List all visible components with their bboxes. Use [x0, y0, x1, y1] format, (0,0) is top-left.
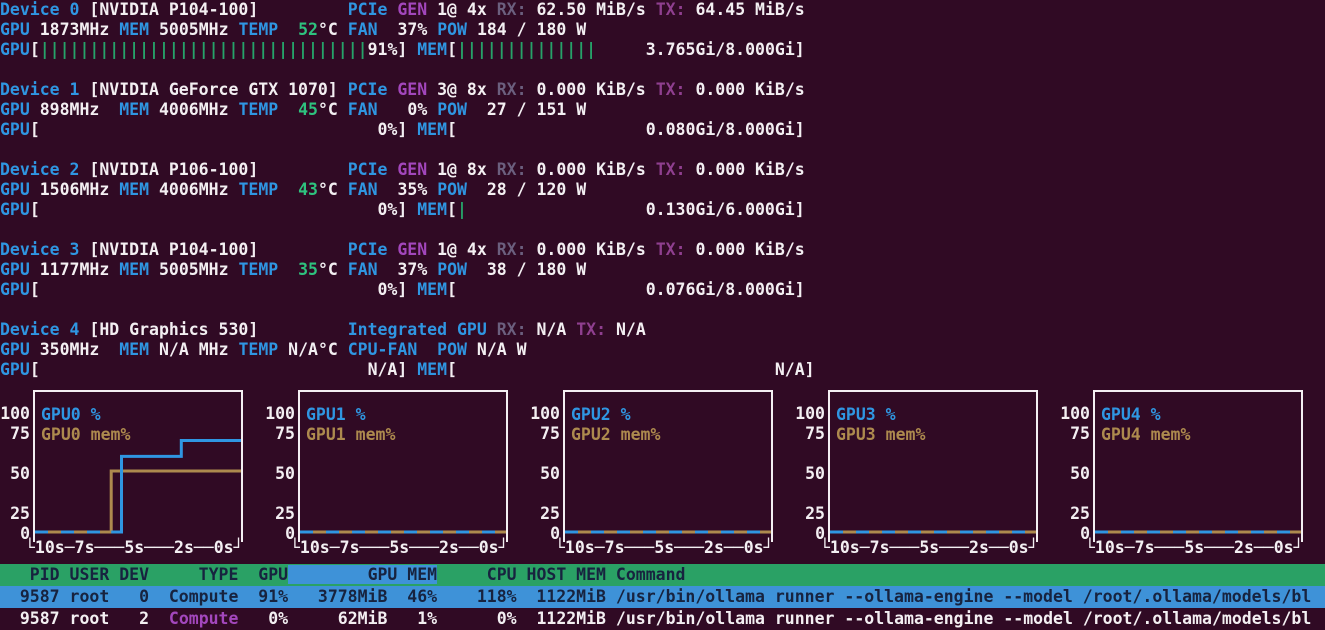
device-4-title-line: Device 4 [HD Graphics 530] Integrated GP… [0, 320, 646, 339]
y-tick-label: 25 [1070, 504, 1090, 523]
y-tick-label: 50 [1070, 464, 1090, 483]
y-tick-label: 100 [1060, 404, 1090, 423]
chart-frame [298, 390, 508, 542]
y-tick-label: 75 [805, 424, 825, 443]
header-left-columns: PID USER DEV TYPE GPU [0, 565, 289, 584]
chart-gpu1: 100 75 50 25 0 GPU1 % GPU1 mem% └10s─7s─… [265, 380, 530, 564]
chart-frame [1093, 390, 1303, 542]
x-axis: └10s─7s───5s───2s──0s┘ [820, 538, 1039, 557]
legend-gpu-util: GPU0 % [41, 405, 101, 424]
legend-gpu-mem: GPU1 mem% [306, 425, 396, 444]
y-tick-label: 100 [795, 404, 825, 423]
chart-plot-lines [1095, 530, 1301, 534]
process-row[interactable]: 9587 root 2 Compute 0% 62MiB 1% 0% 1122M… [0, 608, 1325, 630]
device-1-stats-line: GPU 898MHz MEM 4006MHz TEMP 45°C FAN 0% … [0, 100, 587, 119]
blank-line [0, 60, 1325, 80]
chart-plot-lines [830, 530, 1036, 534]
device-3-gauge-line: GPU[ 0%] MEM[ 0.076Gi/8.000Gi] [0, 280, 805, 299]
y-tick-label: 0 [285, 524, 295, 543]
process-table-header[interactable]: PID USER DEV TYPE GPU GPU MEM CPU HOST M… [0, 564, 1325, 586]
device-2-title-line: Device 2 [NVIDIA P106-100] PCIe GEN 1@ 8… [0, 160, 805, 179]
chart-frame [563, 390, 773, 542]
chart-plot-lines [300, 530, 506, 534]
y-tick-label: 75 [540, 424, 560, 443]
device-2-gauge-line: GPU[ 0%] MEM[| 0.130Gi/6.000Gi] [0, 200, 805, 219]
y-tick-label: 25 [540, 504, 560, 523]
header-right-columns: CPU HOST MEM Command [437, 565, 686, 584]
y-tick-label: 100 [265, 404, 295, 423]
blank-line [0, 220, 1325, 240]
x-axis: └10s─7s───5s───2s──0s┘ [290, 538, 509, 557]
y-tick-label: 0 [550, 524, 560, 543]
blank-line [0, 140, 1325, 160]
y-tick-label: 50 [540, 464, 560, 483]
legend-gpu-mem: GPU0 mem% [41, 425, 131, 444]
y-tick-label: 25 [805, 504, 825, 523]
legend-gpu-mem: GPU2 mem% [571, 425, 661, 444]
chart-frame [828, 390, 1038, 542]
y-tick-label: 0 [815, 524, 825, 543]
chart-plot-lines [565, 530, 771, 534]
legend-gpu-util: GPU2 % [571, 405, 631, 424]
chart-plot-lines [35, 439, 241, 534]
process-row-selected[interactable]: 9587 root 0 Compute 91% 3778MiB 46% 118%… [0, 586, 1325, 608]
chart-gpu2: 100 75 50 25 0 GPU2 % GPU2 mem% └10s─7s─… [530, 380, 795, 564]
device-3-stats-line: GPU 1177MHz MEM 5005MHz TEMP 35°C FAN 37… [0, 260, 587, 279]
y-tick-label: 100 [0, 404, 30, 423]
chart-frame [33, 390, 243, 542]
device-1-gauge-line: GPU[ 0%] MEM[ 0.080Gi/8.000Gi] [0, 120, 805, 139]
device-0-gauge-line: GPU[|||||||||||||||||||||||||||||||||91%… [0, 40, 805, 59]
x-axis: └10s─7s───5s───2s──0s┘ [555, 538, 774, 557]
process-table: PID USER DEV TYPE GPU GPU MEM CPU HOST M… [0, 564, 1325, 630]
legend-gpu-mem: GPU4 mem% [1101, 425, 1191, 444]
device-section: Device 0 [NVIDIA P104-100] PCIe GEN 1@ 4… [0, 0, 1325, 379]
y-tick-label: 50 [10, 464, 30, 483]
chart-gpu3: 100 75 50 25 0 GPU3 % GPU3 mem% └10s─7s─… [795, 380, 1060, 564]
device-4-gauge-line: GPU[ N/A] MEM[ N/A] [0, 360, 815, 379]
legend-gpu-mem: GPU3 mem% [836, 425, 926, 444]
y-tick-label: 25 [275, 504, 295, 523]
x-axis: └10s─7s───5s───2s──0s┘ [1085, 538, 1304, 557]
legend-gpu-util: GPU1 % [306, 405, 366, 424]
y-tick-label: 25 [10, 504, 30, 523]
device-3-title-line: Device 3 [NVIDIA P104-100] PCIe GEN 1@ 4… [0, 240, 805, 259]
device-1-title-line: Device 1 [NVIDIA GeForce GTX 1070] PCIe … [0, 80, 805, 99]
y-tick-label: 0 [1080, 524, 1090, 543]
y-tick-label: 75 [275, 424, 295, 443]
legend-gpu-util: GPU3 % [836, 405, 896, 424]
device-4-stats-line: GPU 350MHz MEM N/A MHz TEMP N/A°C CPU-FA… [0, 340, 527, 359]
chart-gpu4: 100 75 50 25 0 GPU4 % GPU4 mem% └10s─7s─… [1060, 380, 1325, 564]
y-tick-label: 50 [805, 464, 825, 483]
y-tick-label: 0 [20, 524, 30, 543]
gpu-history-charts: 100 75 50 25 0 GPU0 % GPU0 mem% └10s─7s─… [0, 380, 1325, 564]
device-2-stats-line: GPU 1506MHz MEM 4006MHz TEMP 43°C FAN 35… [0, 180, 587, 199]
blank-line [0, 300, 1325, 320]
chart-gpu0: 100 75 50 25 0 GPU0 % GPU0 mem% └10s─7s─… [0, 380, 265, 564]
y-tick-label: 100 [530, 404, 560, 423]
legend-gpu-util: GPU4 % [1101, 405, 1161, 424]
y-tick-label: 75 [10, 424, 30, 443]
x-axis: └10s─7s───5s───2s──0s┘ [25, 538, 244, 557]
device-0-stats-line: GPU 1873MHz MEM 5005MHz TEMP 52°C FAN 37… [0, 20, 587, 39]
y-tick-label: 50 [275, 464, 295, 483]
header-sort-column-gpu-mem[interactable]: GPU MEM [288, 565, 438, 584]
y-tick-label: 75 [1070, 424, 1090, 443]
device-0-title-line: Device 0 [NVIDIA P104-100] PCIe GEN 1@ 4… [0, 0, 805, 19]
